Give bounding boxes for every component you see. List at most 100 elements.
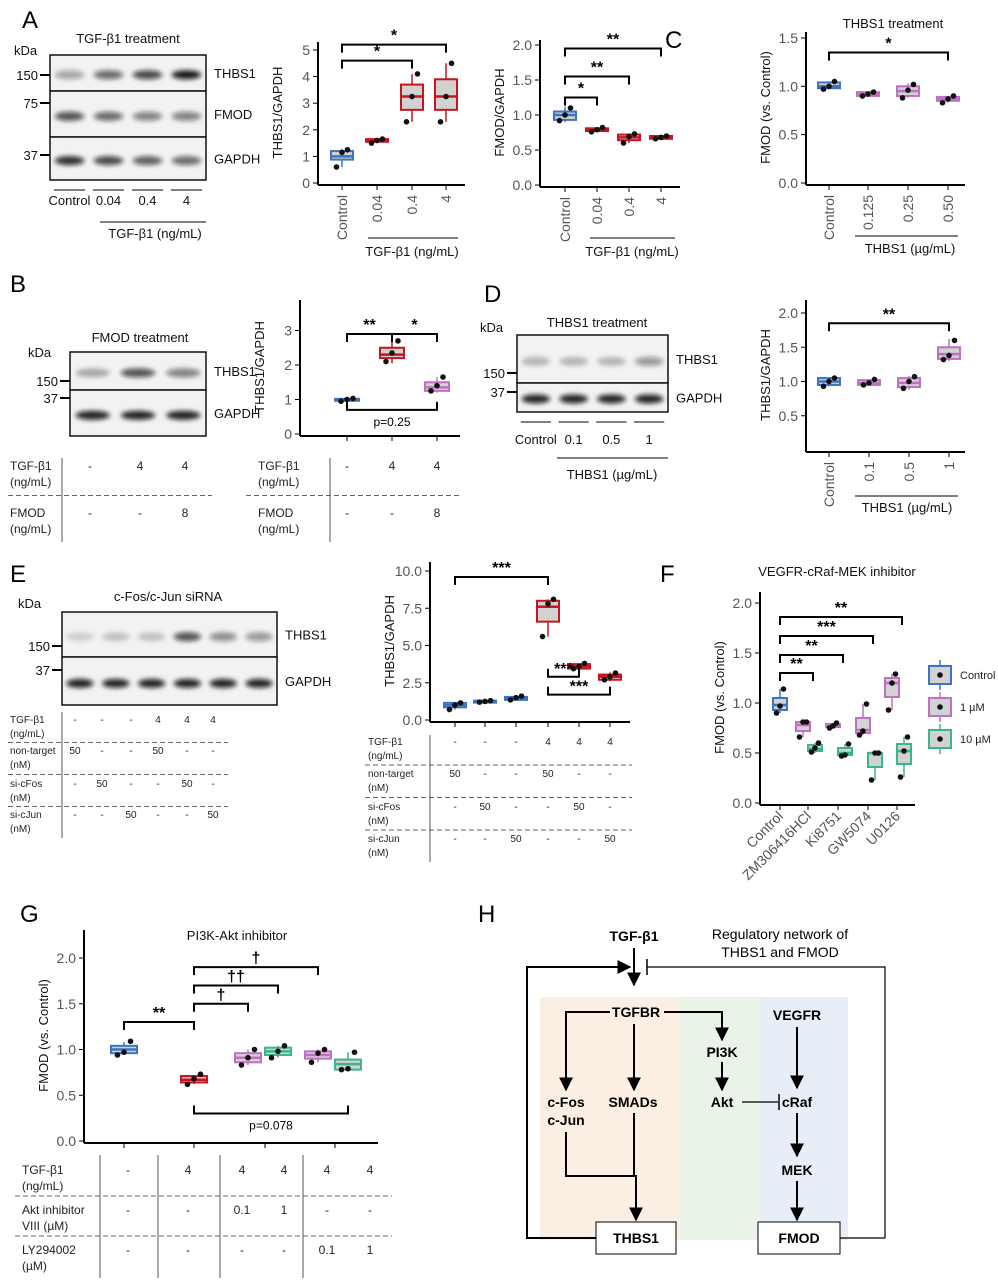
box-group bbox=[867, 750, 883, 783]
boxplot-a2: 0.0 0.5 1.0 1.5 2.0 FMOD/GAPDH Control 0.04 0.4 4… bbox=[492, 32, 680, 259]
data-point bbox=[601, 676, 608, 683]
lane-label: 0.5 bbox=[602, 432, 620, 447]
box-group bbox=[110, 1038, 138, 1058]
node-mek: MEK bbox=[781, 1162, 812, 1178]
cell-value: 50 bbox=[96, 779, 108, 790]
data-point bbox=[443, 93, 449, 100]
y-tick-label: 0.0 bbox=[513, 177, 533, 193]
cell-value: - bbox=[73, 715, 76, 726]
cell-value: - bbox=[325, 1203, 329, 1217]
cell-value: - bbox=[483, 769, 486, 780]
kda-label: kDa bbox=[18, 596, 42, 611]
data-point bbox=[803, 719, 810, 725]
diagram-title-line2: THBS1 and FMOD bbox=[721, 944, 838, 960]
x-tick-label: Control bbox=[821, 195, 837, 240]
y-tick-label: 1.5 bbox=[57, 996, 77, 1012]
protein-band bbox=[166, 410, 201, 420]
data-point bbox=[796, 734, 803, 740]
row-label: (ng/mL) bbox=[22, 1179, 63, 1193]
data-point bbox=[338, 1066, 345, 1073]
box-group bbox=[649, 133, 673, 142]
kda-marker: 75 bbox=[24, 96, 38, 111]
data-point bbox=[440, 374, 446, 380]
data-point bbox=[900, 385, 907, 392]
node-cfos: c-Fos bbox=[547, 1094, 585, 1110]
box-group bbox=[855, 701, 871, 738]
legend-point bbox=[937, 704, 943, 710]
table-row: si-cJun (nM) - - 50 - - 50 bbox=[10, 810, 219, 835]
data-point bbox=[197, 1071, 204, 1078]
data-point bbox=[901, 748, 907, 754]
significance-label: * bbox=[578, 81, 585, 98]
table-row: FMOD (ng/mL) - - 8 bbox=[258, 506, 441, 536]
chart-title: THBS1 treatment bbox=[843, 16, 944, 31]
boxplot-f: 0.0 0.5 1.0 1.5 2.0 FMOD (vs. Control) VEGFR-c… bbox=[712, 564, 995, 883]
data-point bbox=[345, 1065, 351, 1072]
table-row: TGF-β1 (ng/mL) - 4 4 bbox=[8, 459, 212, 496]
panel-label-b: B bbox=[10, 271, 26, 298]
data-point bbox=[856, 732, 863, 738]
data-point bbox=[379, 136, 386, 142]
kda-marker: 37 bbox=[24, 148, 38, 163]
y-tick-label: 1.0 bbox=[779, 78, 799, 94]
x-tick-label: 1 bbox=[941, 462, 957, 470]
y-tick-label: 1.5 bbox=[513, 72, 533, 88]
cell-value: - bbox=[483, 834, 486, 845]
cell-value: - bbox=[282, 1243, 286, 1257]
significance-bracket bbox=[564, 96, 598, 106]
y-tick-label: 1.0 bbox=[57, 1042, 77, 1058]
table-row: si-cFos (nM) - 50 - - 50 - bbox=[8, 779, 228, 807]
significance-label: p=0.25 bbox=[373, 415, 410, 429]
diagram-arrows bbox=[526, 948, 886, 1239]
data-point bbox=[368, 140, 375, 146]
cell-value: 4 bbox=[155, 715, 161, 726]
row-label: TGF-β1 bbox=[10, 459, 52, 473]
legend-label: 1 µM bbox=[960, 702, 985, 714]
legend-label: Control bbox=[960, 670, 995, 682]
data-point bbox=[350, 395, 356, 402]
data-point bbox=[333, 164, 340, 170]
panel-label-c: C bbox=[665, 27, 682, 54]
protein-label-gapdh: GAPDH bbox=[285, 674, 331, 689]
node-craf: cRaf bbox=[782, 1094, 813, 1110]
table-row: si-cJun (nM) - - 50 - - 50 bbox=[368, 834, 616, 859]
data-point bbox=[476, 699, 483, 705]
boxplot-a1: 0 1 2 3 4 5 THBS1/GAPDH Control 0.04 0.4 4 TGF-β1 (… bbox=[270, 28, 465, 259]
chart-title: PI3K-Akt inhibitor bbox=[187, 928, 288, 943]
data-point bbox=[588, 129, 595, 135]
blot-title: c-Fos/c-Jun siRNA bbox=[114, 589, 223, 604]
significance-bracket bbox=[779, 672, 814, 681]
data-point bbox=[831, 78, 838, 85]
data-point bbox=[831, 375, 838, 381]
y-tick-label: 0.0 bbox=[733, 795, 753, 811]
y-tick-label: 0.0 bbox=[403, 712, 423, 728]
data-point bbox=[344, 146, 351, 153]
box-group bbox=[884, 671, 900, 713]
cell-value: 4 bbox=[137, 459, 144, 473]
x-tick-label: 4 bbox=[438, 195, 454, 203]
box-group bbox=[567, 660, 591, 672]
y-axis-label: THBS1/GAPDH bbox=[270, 67, 285, 159]
data-point bbox=[251, 1046, 258, 1053]
data-point bbox=[191, 1075, 197, 1082]
blot-title: THBS1 treatment bbox=[547, 315, 648, 330]
nucleus-pathway-region bbox=[540, 997, 680, 1240]
table-row: TGF-β1 (ng/mL) - - - 4 4 4 bbox=[365, 737, 632, 766]
protein-band bbox=[93, 156, 124, 166]
y-tick-label: 0.5 bbox=[513, 142, 533, 158]
x-tick-label: 0.125 bbox=[860, 195, 876, 230]
y-tick-label: 1.5 bbox=[779, 339, 799, 355]
protein-band bbox=[66, 632, 94, 642]
data-point bbox=[892, 671, 899, 677]
significance-bracket bbox=[547, 686, 611, 696]
y-axis-label: THBS1/GAPDH bbox=[382, 595, 397, 687]
significance-bracket bbox=[454, 575, 549, 585]
cell-value: 4 bbox=[607, 737, 613, 748]
y-axis-label: FMOD/GAPDH bbox=[492, 68, 507, 156]
cell-value: 4 bbox=[576, 737, 582, 748]
box-group bbox=[334, 1049, 362, 1073]
data-point bbox=[910, 81, 917, 88]
node-thbs1-box bbox=[595, 1221, 677, 1255]
cell-value: - bbox=[577, 834, 580, 845]
